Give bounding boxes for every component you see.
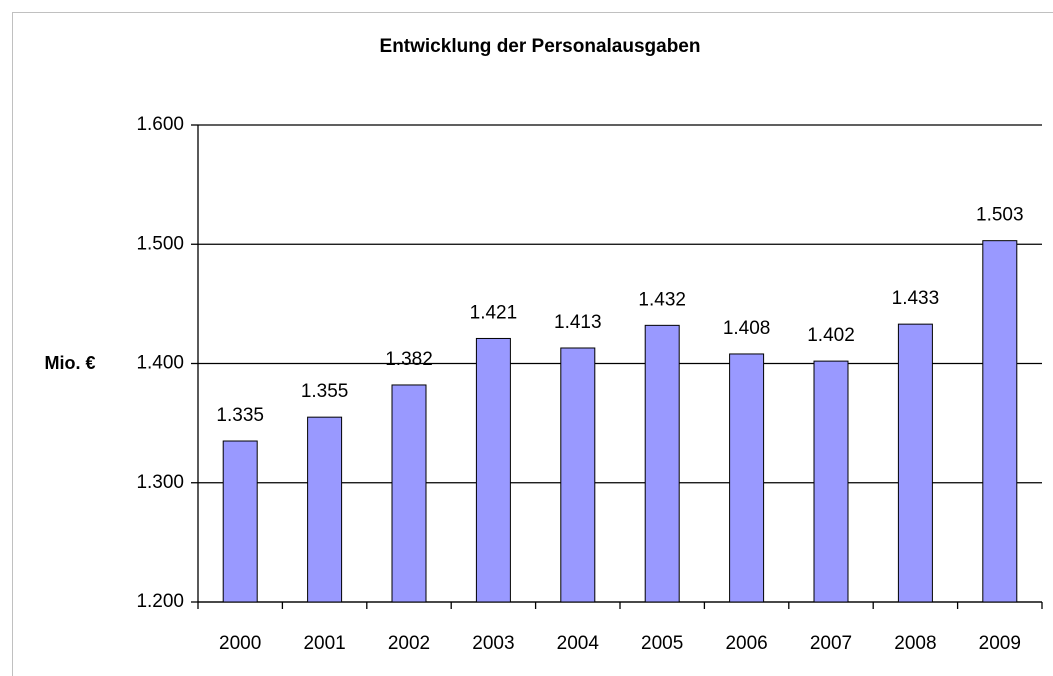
data-label: 1.421 (470, 302, 518, 323)
bar (307, 416, 343, 603)
x-tick-label: 2008 (894, 633, 936, 654)
data-label: 1.402 (807, 325, 855, 346)
bar (897, 323, 933, 603)
data-label: 1.335 (216, 405, 264, 426)
x-tick-label: 2004 (557, 633, 600, 654)
x-tick-label: 2000 (219, 633, 261, 654)
data-label: 1.433 (892, 288, 940, 309)
data-label: 1.355 (301, 381, 349, 402)
bar (391, 384, 427, 603)
data-label: 1.432 (638, 289, 686, 310)
x-tick-label: 2009 (979, 633, 1021, 654)
bar (222, 440, 258, 603)
chart-title: Entwicklung der Personalausgaben (380, 36, 701, 57)
x-tick-label: 2002 (388, 633, 430, 654)
x-tick-label: 2005 (641, 633, 683, 654)
bar (729, 353, 765, 603)
y-tick-label: 1.500 (136, 233, 184, 254)
y-tick-label: 1.400 (136, 353, 184, 374)
data-label: 1.408 (723, 318, 771, 339)
bar (813, 360, 849, 603)
x-tick-label: 2003 (472, 633, 514, 654)
bar (560, 347, 596, 603)
y-tick-label: 1.200 (136, 591, 184, 612)
bar (644, 324, 680, 603)
x-tick-label: 2007 (810, 633, 852, 654)
x-tick-label: 2001 (303, 633, 345, 654)
x-tick-label: 2006 (725, 633, 767, 654)
bar (475, 337, 511, 603)
data-label: 1.382 (385, 349, 433, 370)
data-label: 1.413 (554, 312, 602, 333)
y-tick-label: 1.300 (136, 472, 184, 493)
y-tick-label: 1.600 (136, 114, 184, 135)
bar (982, 240, 1018, 603)
y-axis-label: Mio. € (44, 353, 95, 373)
data-label: 1.503 (976, 205, 1024, 226)
chart-border (12, 12, 1053, 676)
